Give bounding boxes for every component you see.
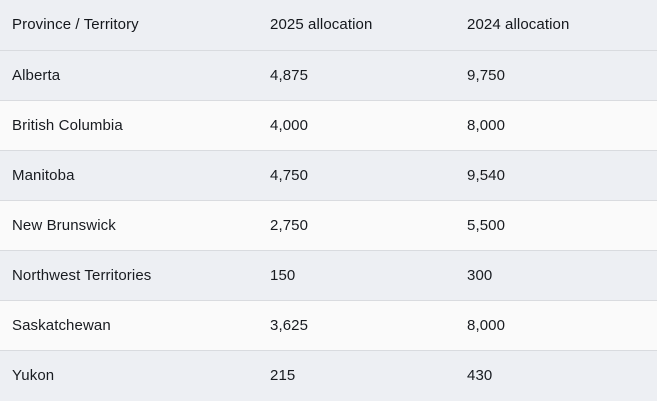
cell-province: Saskatchewan (12, 316, 111, 334)
cell-2025-allocation: 4,000 (270, 116, 309, 134)
table-row: Yukon 215 430 (0, 351, 657, 401)
cell-2024-allocation: 8,000 (467, 116, 506, 134)
cell-2025-allocation: 3,625 (270, 316, 309, 334)
table-row: Saskatchewan 3,625 8,000 (0, 301, 657, 351)
cell-2025-allocation: 4,875 (270, 66, 309, 84)
cell-province: Alberta (12, 66, 61, 84)
cell-province: New Brunswick (12, 216, 116, 234)
table-row: Alberta 4,875 9,750 (0, 51, 657, 101)
cell-2024-allocation: 8,000 (467, 316, 506, 334)
cell-2024-allocation: 430 (467, 367, 493, 384)
cell-2025-allocation: 4,750 (270, 166, 309, 184)
column-header-province: Province / Territory (12, 16, 139, 33)
column-header-2025-allocation: 2025 allocation (270, 16, 373, 33)
table-row: British Columbia 4,000 8,000 (0, 101, 657, 151)
cell-2025-allocation: 150 (270, 266, 296, 284)
table-header-row: Province / Territory 2025 allocation 202… (0, 0, 657, 51)
cell-province: Yukon (12, 367, 55, 384)
table-row: Manitoba 4,750 9,540 (0, 151, 657, 201)
table-row: Northwest Territories 150 300 (0, 251, 657, 301)
cell-province: Northwest Territories (12, 266, 152, 284)
cell-2025-allocation: 2,750 (270, 216, 309, 234)
column-header-2024-allocation: 2024 allocation (467, 16, 570, 33)
cell-province: British Columbia (12, 116, 123, 134)
table-row: New Brunswick 2,750 5,500 (0, 201, 657, 251)
cell-2024-allocation: 9,540 (467, 166, 506, 184)
cell-2025-allocation: 215 (270, 367, 296, 384)
cell-2024-allocation: 9,750 (467, 66, 506, 84)
cell-2024-allocation: 300 (467, 266, 493, 284)
cell-province: Manitoba (12, 166, 75, 184)
cell-2024-allocation: 5,500 (467, 216, 506, 234)
